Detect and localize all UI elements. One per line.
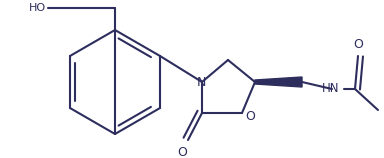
Text: N: N <box>196 76 206 89</box>
Text: O: O <box>245 109 255 122</box>
Polygon shape <box>255 77 302 87</box>
Text: HO: HO <box>29 3 46 13</box>
Text: O: O <box>353 39 363 52</box>
Text: HN: HN <box>322 82 339 95</box>
Text: O: O <box>177 146 187 158</box>
